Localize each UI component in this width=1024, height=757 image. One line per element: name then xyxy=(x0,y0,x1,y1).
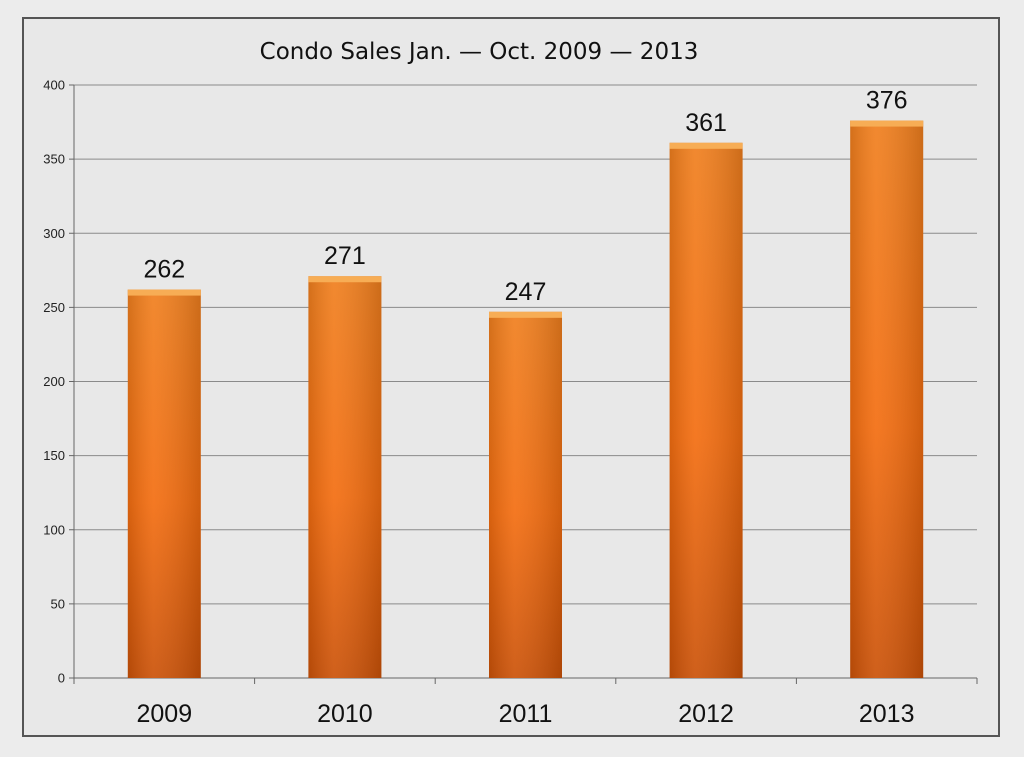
bar-shading xyxy=(669,142,743,678)
x-tick-label: 2011 xyxy=(499,700,553,728)
bar-shading xyxy=(308,276,382,678)
bar-shading xyxy=(850,120,924,678)
y-tick-label: 350 xyxy=(43,152,65,167)
y-tick-label: 100 xyxy=(43,522,65,537)
bar-cap xyxy=(308,276,382,283)
data-labels: 262 271 247 361 376 xyxy=(143,87,907,306)
data-label: 271 xyxy=(324,242,366,270)
bar-cap xyxy=(669,142,743,149)
bar-chart: Condo Sales Jan. — Oct. 2009 — 2013 0 50 1… xyxy=(43,39,978,728)
bars xyxy=(127,120,924,678)
y-tick-label: 200 xyxy=(43,374,65,389)
x-tick-label: 2010 xyxy=(317,700,373,728)
y-tick-label: 250 xyxy=(43,300,65,315)
bar-cap xyxy=(850,120,924,127)
x-tick-label: 2012 xyxy=(678,700,734,728)
y-tick-label: 0 xyxy=(58,671,65,686)
data-label: 247 xyxy=(505,278,547,306)
axes: 0 50 100 150 200 250 300 350 400 2009 2010 2011 2012… xyxy=(43,78,978,728)
bar-shading xyxy=(489,311,562,678)
y-tick-label: 150 xyxy=(43,448,65,463)
data-label: 262 xyxy=(143,256,185,284)
bar-cap xyxy=(489,311,562,318)
bar-cap xyxy=(127,289,201,296)
x-tick-label: 2009 xyxy=(136,700,192,728)
chart-frame: Condo Sales Jan. — Oct. 2009 — 2013 0 50 1… xyxy=(22,17,1000,737)
data-label: 361 xyxy=(685,109,727,137)
y-tick-label: 300 xyxy=(43,226,65,241)
y-tick-label: 50 xyxy=(51,596,65,611)
x-tick-label: 2013 xyxy=(859,700,915,728)
data-label: 376 xyxy=(866,87,908,115)
chart-title: Condo Sales Jan. — Oct. 2009 — 2013 xyxy=(260,39,699,65)
y-tick-label: 400 xyxy=(43,78,65,93)
bar-shading xyxy=(127,289,201,678)
